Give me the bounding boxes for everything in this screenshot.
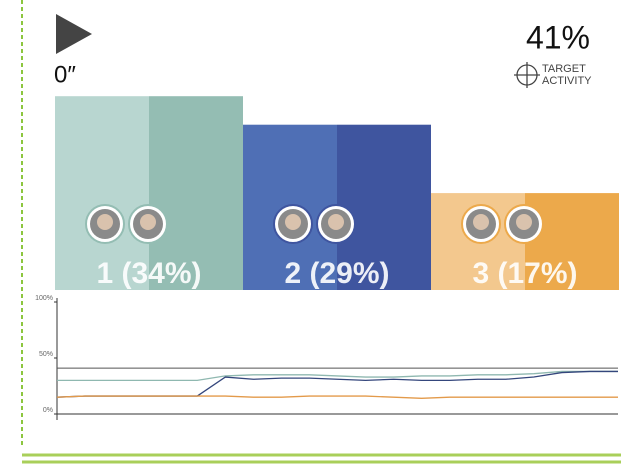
y-tick-label: 50% bbox=[39, 351, 53, 358]
avatar-face bbox=[97, 214, 113, 230]
bar-value-label: (29%) bbox=[310, 257, 390, 290]
avatar-face bbox=[516, 214, 532, 230]
avatar-face bbox=[473, 214, 489, 230]
avatar-face bbox=[328, 214, 344, 230]
bar-label: 1 (34%) bbox=[96, 257, 201, 290]
target-icon bbox=[514, 62, 540, 88]
dashboard: 0″ 41% TARGET ACTIVITY 1 (34%) 2 (29%) 3 (… bbox=[0, 0, 621, 467]
target-label: TARGET bbox=[542, 63, 586, 75]
avatar bbox=[86, 205, 124, 243]
bar-value-label: (17%) bbox=[498, 257, 578, 290]
y-tick-label: 100% bbox=[35, 295, 53, 302]
avatar bbox=[274, 205, 312, 243]
bar-category: 3 bbox=[472, 257, 489, 290]
bar-label: 3 (17%) bbox=[472, 257, 577, 290]
timer: 0″ bbox=[54, 61, 76, 88]
avatar bbox=[129, 205, 167, 243]
series-line bbox=[57, 396, 618, 398]
play-button[interactable] bbox=[56, 14, 92, 54]
avatar-face bbox=[140, 214, 156, 230]
avatar-face bbox=[285, 214, 301, 230]
y-tick-label: 0% bbox=[43, 407, 53, 414]
target-label: ACTIVITY bbox=[542, 75, 592, 87]
target-value: 41% bbox=[526, 19, 590, 55]
avatar bbox=[462, 205, 500, 243]
bar-category: 2 bbox=[284, 257, 301, 290]
bar-label: 2 (29%) bbox=[284, 257, 389, 290]
avatar bbox=[505, 205, 543, 243]
bar-category: 1 bbox=[96, 257, 113, 290]
avatar bbox=[317, 205, 355, 243]
bar-value-label: (34%) bbox=[122, 257, 202, 290]
